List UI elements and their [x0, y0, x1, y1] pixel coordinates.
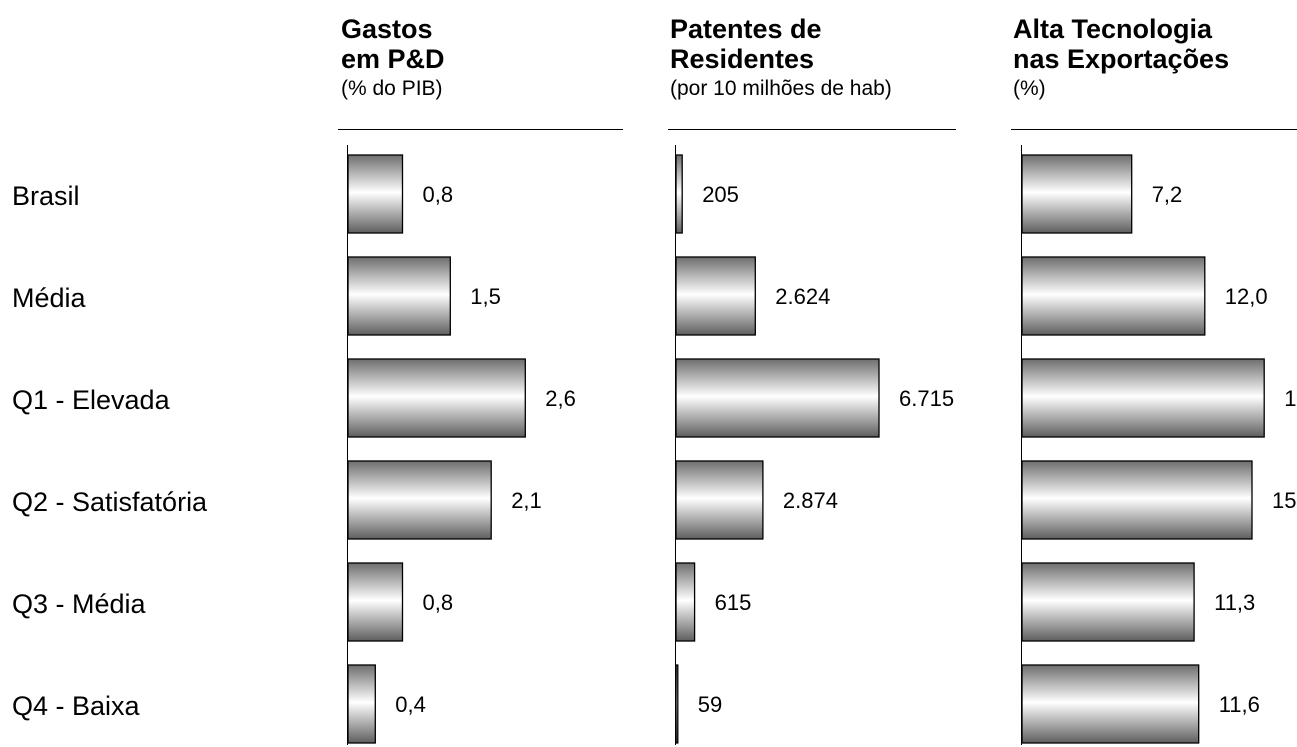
panel-1-title-line2: em P&D: [341, 44, 445, 74]
bar-p1-r3: [347, 358, 526, 438]
value-label-p3-r3: 15,9: [1284, 386, 1297, 411]
value-label-p1-r3: 2,6: [545, 386, 576, 411]
bar-p2-r5: [675, 562, 696, 642]
panel-2-title: Patentes de Residentes (por 10 milhões d…: [670, 14, 892, 104]
panel-2-unit: (por 10 milhões de hab): [670, 77, 892, 100]
bar-p3-r1: [1021, 154, 1133, 234]
row-label-q2: Q2 - Satisfatória: [12, 487, 208, 517]
value-label-p2-r1: 205: [702, 182, 739, 207]
panel-1-title-line1: Gastos: [341, 14, 433, 44]
bar-p3-r2: [1021, 256, 1206, 336]
row-label-q4: Q4 - Baixa: [12, 691, 140, 721]
bar-p3-r6: [1021, 664, 1200, 744]
panel-2-axis: [675, 145, 676, 745]
value-label-p2-r2: 2.624: [775, 284, 830, 309]
value-label-p1-r5: 0,8: [423, 590, 454, 615]
row-label-q3: Q3 - Média: [12, 589, 146, 619]
panel-3-title-line2: nas Exportações: [1013, 44, 1230, 74]
bar-p1-r4: [347, 460, 492, 540]
value-label-p2-r6: 59: [698, 692, 722, 717]
value-label-p2-r4: 2.874: [783, 488, 838, 513]
bar-p1-r6: [347, 664, 376, 744]
panel-3-unit: (%): [1013, 77, 1046, 100]
panel-2-header-rule: [668, 129, 956, 130]
panel-3-title: Alta Tecnologia nas Exportações (%): [1013, 14, 1229, 104]
value-label-p1-r6: 0,4: [395, 692, 426, 717]
panel-3-header-rule: [1011, 129, 1297, 130]
row-label-brasil: Brasil: [12, 181, 80, 211]
row-label-media: Média: [12, 283, 86, 313]
value-label-p2-r5: 615: [715, 590, 752, 615]
row-label-q1: Q1 - Elevada: [12, 385, 170, 415]
bar-p2-r2: [675, 256, 756, 336]
value-label-p3-r2: 12,0: [1225, 284, 1268, 309]
panel-1-axis: [347, 145, 348, 745]
bar-p2-r3: [675, 358, 880, 438]
value-label-p1-r1: 0,8: [423, 182, 454, 207]
bar-p1-r1: [347, 154, 404, 234]
value-label-p1-r2: 1,5: [470, 284, 501, 309]
bar-p1-r2: [347, 256, 451, 336]
bar-p3-r3: [1021, 358, 1265, 438]
bar-p2-r1: [675, 154, 683, 234]
value-label-p1-r4: 2,1: [511, 488, 542, 513]
bar-p1-r5: [347, 562, 404, 642]
bar-p3-r4: [1021, 460, 1253, 540]
panel-1-header-rule: [338, 129, 623, 130]
panel-1-unit: (% do PIB): [341, 77, 443, 100]
value-label-p3-r6: 11,6: [1219, 692, 1260, 717]
panel-2-title-line1: Patentes de: [670, 14, 822, 44]
bar-p2-r4: [675, 460, 764, 540]
bar-p3-r5: [1021, 562, 1195, 642]
value-label-p3-r4: 15,1: [1272, 488, 1297, 513]
panel-2-title-line2: Residentes: [670, 44, 815, 74]
value-label-p3-r1: 7,2: [1152, 182, 1183, 207]
panel-3-title-line1: Alta Tecnologia: [1013, 14, 1213, 44]
panel-3-axis: [1021, 145, 1022, 745]
value-label-p2-r3: 6.715: [899, 386, 954, 411]
bar-p2-r6: [675, 664, 679, 744]
panel-1-title: Gastos em P&D (% do PIB): [341, 14, 445, 104]
value-label-p3-r5: 11,3: [1214, 590, 1255, 615]
